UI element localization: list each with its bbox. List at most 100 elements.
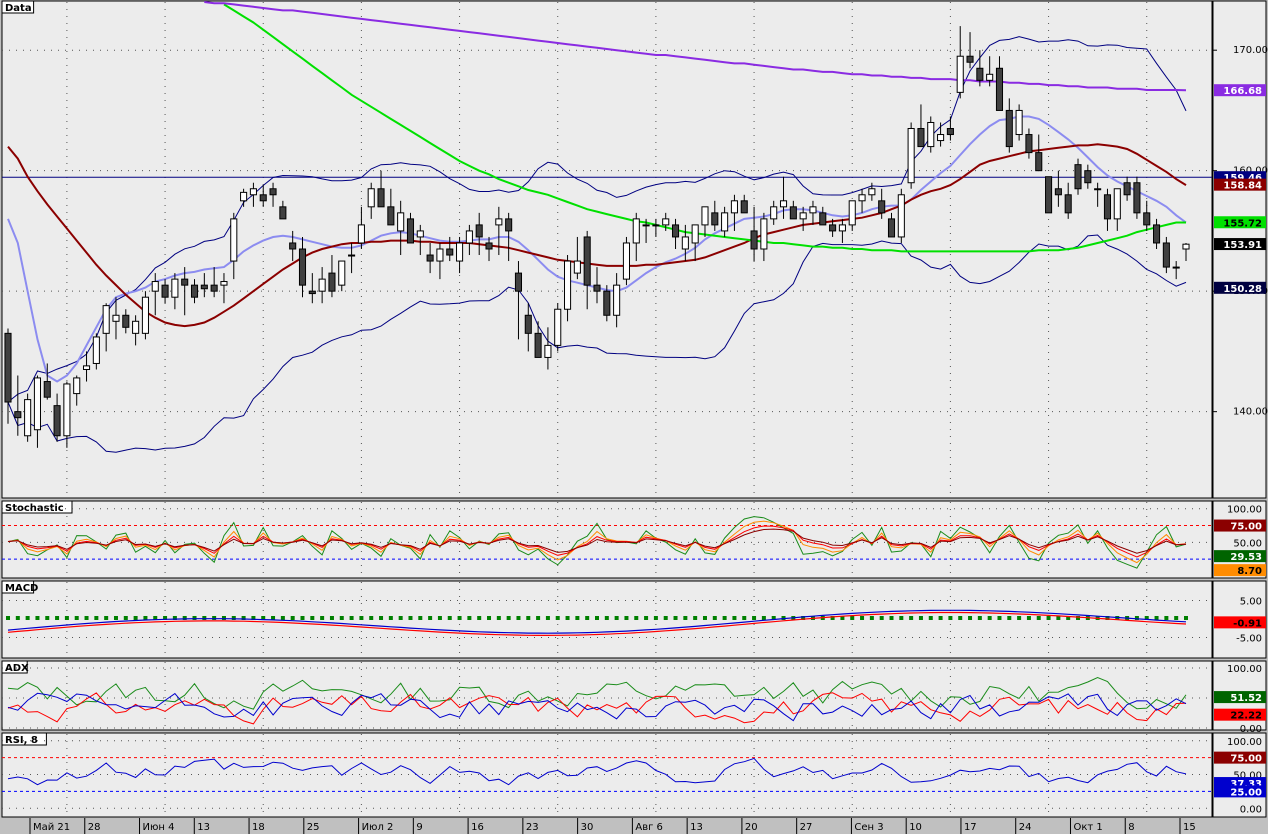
macd-histogram-bar — [555, 616, 560, 620]
rsi-line — [7, 757, 1187, 786]
candle — [1084, 170, 1092, 184]
stochastic-signal-line — [7, 528, 1187, 554]
candle — [92, 336, 100, 364]
panel-label-macd: MACD — [5, 583, 38, 594]
candle — [4, 332, 12, 403]
macd-histogram-bar — [6, 616, 10, 620]
macd-histogram-bar — [64, 616, 69, 620]
x-tick-label: 8 — [1128, 822, 1134, 833]
macd-histogram-bar — [192, 616, 197, 620]
price-tag-box — [1214, 238, 1266, 251]
macd-histogram-bar — [545, 616, 550, 620]
candle — [770, 206, 778, 220]
candle — [573, 260, 581, 274]
macd-histogram-bar — [830, 616, 835, 620]
macd-histogram-bar — [742, 616, 747, 620]
candle — [819, 212, 827, 226]
indicator-tag-box — [1214, 550, 1266, 563]
candle — [132, 320, 140, 334]
indicator-tag-box — [1214, 785, 1266, 798]
candle — [465, 230, 473, 244]
macd-histogram-bar — [1056, 616, 1061, 620]
candle — [603, 290, 611, 316]
candle — [102, 305, 110, 334]
y-tick-label: 140.00 — [1233, 407, 1268, 418]
price-tag-box — [1214, 281, 1266, 294]
macd-histogram-bar — [437, 616, 442, 620]
macd-histogram-bar — [879, 616, 884, 620]
macd-histogram-bar — [94, 616, 99, 620]
macd-histogram-bar — [329, 616, 334, 620]
price-tag-label: 158.84 — [1223, 181, 1262, 192]
macd-histogram-bar — [624, 616, 629, 620]
macd-histogram-bar — [1046, 616, 1051, 620]
x-tick-label: 28 — [88, 822, 101, 833]
price-tag-label: 166.68 — [1223, 86, 1262, 97]
macd-histogram-bar — [860, 616, 865, 620]
stochastic-slow-line — [7, 525, 1187, 558]
candle — [514, 272, 523, 292]
macd-histogram-bar — [290, 616, 295, 620]
macd-histogram-bar — [722, 616, 727, 620]
candle — [829, 224, 837, 232]
macd-histogram-bar — [339, 616, 344, 620]
candle — [416, 230, 424, 238]
macd-histogram-bar — [1154, 616, 1159, 620]
candle — [181, 278, 189, 286]
candle — [456, 242, 464, 262]
y-tick-label: 100.00 — [1227, 664, 1262, 675]
x-tick-label: 18 — [252, 822, 265, 833]
macd-histogram-bar — [231, 616, 236, 620]
indicator-tag-label: 25.00 — [1230, 787, 1262, 798]
macd-histogram-bar — [732, 616, 737, 620]
macd-histogram-bar — [349, 616, 354, 620]
candle — [1172, 266, 1180, 269]
y-tick-label: 100.00 — [1227, 505, 1262, 516]
y-tick-label: 5.00 — [1240, 597, 1262, 608]
x-tick-label: Май 21 — [33, 822, 70, 833]
candle — [406, 218, 415, 244]
macd-histogram-bar — [850, 616, 855, 620]
price-tag: 153.91 — [1214, 238, 1266, 251]
candle — [1005, 109, 1013, 148]
candle — [220, 281, 228, 286]
indicator-tag-box — [1214, 691, 1266, 704]
candle — [632, 218, 640, 244]
macd-histogram-bar — [74, 616, 79, 620]
x-tick-label: 16 — [471, 822, 484, 833]
macd-histogram-bar — [457, 616, 462, 620]
candle — [671, 224, 680, 238]
macd-histogram-bar — [987, 616, 992, 620]
candle — [1123, 182, 1131, 196]
candle — [937, 134, 945, 142]
macd-histogram-bar — [271, 616, 276, 620]
macd-histogram-bar — [1105, 616, 1110, 620]
candle — [662, 218, 670, 226]
macd-histogram-bar — [496, 616, 501, 620]
macd-histogram-bar — [663, 616, 668, 620]
candle — [976, 67, 984, 81]
indicator-tag-box — [1214, 616, 1266, 629]
x-tick-label: 13 — [690, 822, 703, 833]
macd-histogram-bar — [958, 616, 963, 620]
stochastic-k-line — [7, 516, 1187, 569]
x-tick-label: 23 — [526, 822, 539, 833]
candle — [249, 188, 257, 196]
candle — [308, 290, 316, 295]
bollinger-lower-line — [7, 234, 1187, 453]
panel-label-box — [1, 660, 28, 674]
candle — [681, 236, 689, 250]
macd-histogram-bar — [35, 616, 40, 620]
y-tick-label: 50.00 — [1233, 771, 1262, 782]
macd-histogram-bar — [752, 616, 757, 620]
candle — [740, 200, 748, 214]
macd-histogram-bar — [467, 616, 472, 620]
indicator-tag-box — [1214, 708, 1266, 721]
macd-histogram-bar — [261, 616, 266, 620]
macd-histogram-bar — [221, 616, 226, 620]
x-tick-label: 30 — [581, 822, 594, 833]
macd-histogram-bar — [241, 616, 246, 620]
candle — [622, 242, 630, 280]
macd-histogram-bar — [84, 616, 89, 620]
